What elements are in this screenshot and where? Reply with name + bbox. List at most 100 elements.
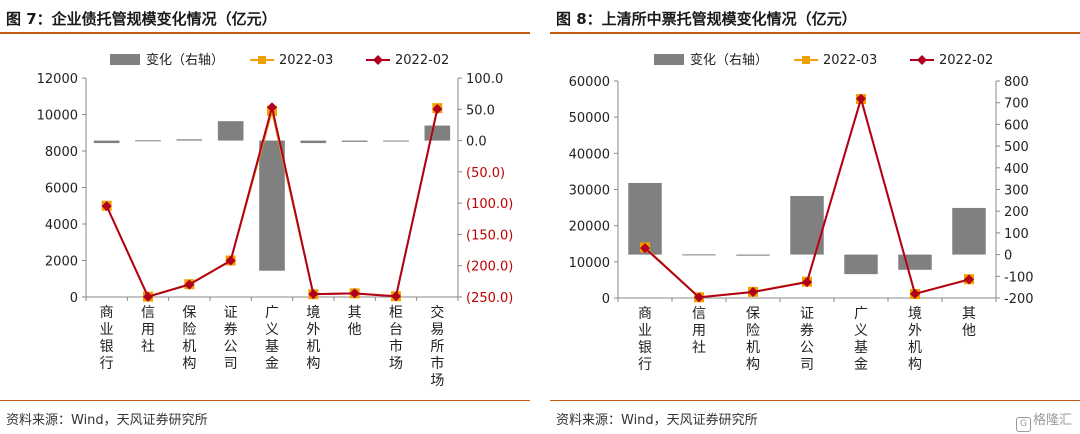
left-tick-label: 60000: [569, 75, 610, 90]
point-2022-02: [432, 104, 443, 115]
point-2022-02: [391, 291, 401, 302]
bar-change: [93, 140, 120, 144]
chart-panel-left: 图 7：企业债托管规模变化情况（亿元） 变化（右轴） 2022-03 2022-02…: [0, 0, 530, 434]
x-category-label: 商业银行: [638, 306, 652, 373]
title-rule: [550, 32, 1080, 34]
right-tick-label: 600: [1004, 118, 1029, 133]
legend-label: 2022-02: [395, 53, 449, 68]
legend-swatch-bar: [110, 54, 140, 65]
legend-label: 变化（右轴）: [146, 52, 224, 68]
x-category-label: 柜台市场: [389, 305, 403, 372]
source-rule: [0, 400, 530, 401]
x-category-label: 证券公司: [224, 305, 238, 372]
right-tick-label: 400: [1004, 162, 1029, 177]
point-2022-02: [640, 243, 650, 254]
left-tick-label: 4000: [45, 218, 78, 233]
point-2022-02: [856, 93, 866, 104]
left-tick-label: 50000: [569, 111, 610, 126]
x-category-label: 其他: [348, 305, 362, 338]
right-tick-label: 50.0: [466, 103, 495, 118]
right-tick-label: 500: [1004, 140, 1029, 155]
x-category-label: 商业银行: [100, 305, 114, 372]
right-tick-label: 700: [1004, 97, 1029, 112]
legend-label: 2022-03: [279, 53, 333, 68]
legend-marker: [258, 56, 266, 64]
x-category-label: 保险机构: [182, 305, 196, 372]
right-tick-label: -200: [1004, 292, 1034, 307]
legend-label: 2022-03: [823, 53, 877, 68]
bar-change: [952, 207, 986, 255]
legend-marker: [373, 55, 383, 65]
right-tick-label: (50.0): [466, 166, 505, 181]
right-tick-label: 0.0: [466, 135, 487, 150]
right-tick-label: 100.0: [466, 72, 503, 87]
left-tick-label: 8000: [45, 145, 78, 160]
chart-medium-term-note: 变化（右轴） 2022-03 2022-0201000020000300004000…: [569, 52, 1034, 373]
bar-change: [898, 254, 932, 270]
point-2022-02: [802, 277, 812, 288]
right-tick-label: -100: [1004, 270, 1034, 285]
x-category-label: 其他: [962, 306, 976, 339]
x-category-label: 保险机构: [746, 306, 760, 373]
left-tick-label: 0: [602, 292, 610, 307]
x-category-label: 信用社: [141, 305, 155, 355]
point-2022-02: [225, 255, 236, 266]
bar-change: [300, 140, 327, 144]
watermark-logo-icon: G: [1015, 417, 1031, 432]
point-2022-02: [694, 292, 704, 303]
right-tick-label: 100: [1004, 227, 1029, 242]
left-tick-label: 30000: [569, 184, 610, 199]
point-2022-02: [748, 287, 758, 298]
right-tick-label: (200.0): [466, 260, 513, 275]
source-note: 资料来源：Wind，天风证券研究所: [556, 413, 758, 428]
x-category-label: 广义基金: [854, 306, 868, 373]
right-tick-label: (150.0): [466, 228, 513, 243]
x-category-label: 证券公司: [800, 306, 814, 373]
legend-swatch-bar: [654, 54, 684, 65]
bar-change: [135, 140, 161, 142]
bar-change: [341, 140, 368, 142]
bar-change: [736, 254, 770, 256]
point-2022-02: [184, 279, 195, 290]
left-tick-label: 12000: [37, 72, 78, 87]
left-tick-label: 10000: [569, 256, 610, 271]
watermark: G 格隆汇: [1015, 409, 1072, 432]
point-2022-02: [267, 102, 277, 113]
point-2022-02: [910, 288, 920, 299]
bar-change: [176, 139, 203, 141]
legend-label: 2022-02: [939, 53, 993, 68]
left-tick-label: 6000: [45, 182, 78, 197]
bar-change: [217, 121, 244, 141]
x-category-label: 境外机构: [908, 306, 922, 373]
source-note: 资料来源：Wind，天风证券研究所: [6, 413, 208, 428]
point-2022-02: [101, 201, 112, 212]
legend-label: 变化（右轴）: [690, 52, 768, 68]
source-rule: [550, 400, 1080, 401]
legend-marker: [802, 56, 810, 64]
chart-title: 图 7：企业债托管规模变化情况（亿元）: [6, 10, 277, 28]
right-tick-label: (250.0): [466, 291, 513, 306]
x-category-label: 境外机构: [306, 305, 320, 372]
chart-enterprise-bond: 变化（右轴） 2022-03 2022-02 0 2000 4000 6000 8000 100…: [37, 52, 514, 389]
bar-change: [383, 140, 409, 142]
point-2022-02: [143, 291, 153, 302]
watermark-text: 格隆汇: [1032, 413, 1072, 428]
left-tick-label: 10000: [37, 109, 78, 124]
right-tick-label: 300: [1004, 184, 1029, 199]
legend-marker: [917, 55, 927, 65]
bar-change: [844, 254, 878, 275]
left-tick-label: 20000: [569, 220, 610, 235]
left-tick-label: 40000: [569, 147, 610, 162]
point-2022-02: [964, 274, 974, 285]
left-tick-label: 2000: [45, 255, 78, 270]
right-tick-label: (100.0): [466, 197, 513, 212]
chart-panel-right: 图 8：上清所中票托管规模变化情况（亿元） 变化（右轴） 2022-03 2022-…: [550, 0, 1080, 434]
title-rule: [0, 32, 530, 34]
right-tick-label: 0: [1004, 249, 1012, 264]
right-tick-label: 200: [1004, 205, 1029, 220]
left-tick-label: 0: [70, 291, 78, 306]
x-category-label: 交易所市场: [430, 304, 444, 389]
right-tick-label: 800: [1004, 75, 1029, 90]
bar-change: [259, 140, 285, 271]
point-2022-02: [349, 288, 360, 299]
